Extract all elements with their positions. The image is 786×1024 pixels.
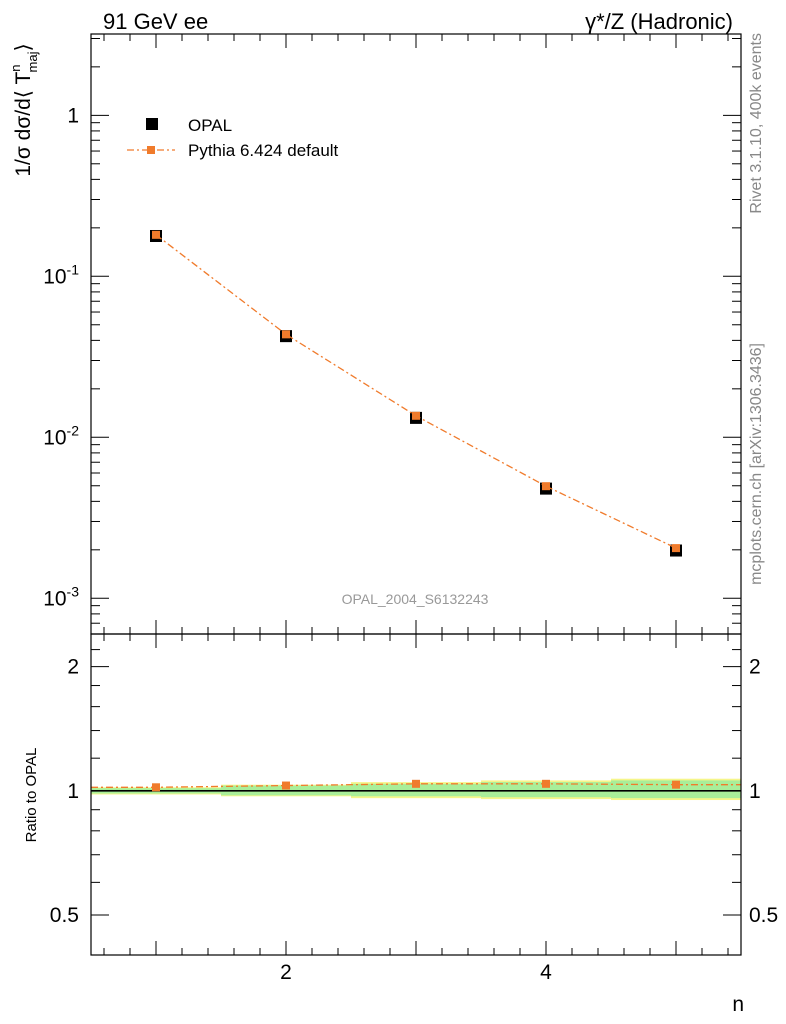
legend-marker-opal <box>146 118 158 130</box>
header-right: γ*/Z (Hadronic) <box>585 9 733 34</box>
ratio-y-tick-label-right: 1 <box>749 780 761 803</box>
ratio-y-tick-label-left: 1 <box>67 780 79 803</box>
ratio-y-tick-label-left: 2 <box>67 656 79 679</box>
pythia-data-point <box>542 482 550 491</box>
axes: 2 4 10-3 10-2 1 10-1 0.5 0.5 1 1 2 2 <box>43 33 778 984</box>
ratio-uncertainty-band <box>91 778 741 801</box>
source-label: mcplots.cern.ch [arXiv:1306.3436] <box>748 343 765 585</box>
ratio-y-tick-label-right: 2 <box>749 656 761 679</box>
pythia-data-point <box>152 230 160 239</box>
x-tick-label: 4 <box>540 961 552 984</box>
pythia-data-point <box>672 544 680 553</box>
main-y-tick-label: 10-2 <box>43 422 79 449</box>
legend-label-pythia: Pythia 6.424 default <box>188 141 339 160</box>
ratio-y-tick-label-right: 0.5 <box>749 904 778 927</box>
ratio-plot-series <box>91 779 741 792</box>
legend-label-opal: OPAL <box>188 116 232 135</box>
pythia-ratio-point <box>282 781 290 790</box>
main-y-label-base: 1/σ dσ/d⟨ T <box>12 72 35 177</box>
ratio-y-tick-label-left: 0.5 <box>50 904 79 927</box>
pythia-line <box>155 234 677 549</box>
pythia-data-point <box>282 330 290 339</box>
main-y-tick-label: 1 <box>67 104 79 127</box>
main-y-label-close: ⟩ <box>12 43 35 51</box>
pythia-ratio-point <box>542 779 550 788</box>
main-y-label-sup: n <box>8 64 23 71</box>
header-left: 91 GeV ee <box>103 9 208 34</box>
pythia-ratio-point <box>412 779 420 788</box>
main-plot-series <box>150 229 682 557</box>
pythia-ratio-point <box>152 783 160 792</box>
x-axis-label: n <box>732 993 744 1016</box>
legend: OPAL Pythia 6.424 default <box>127 116 339 160</box>
main-y-label: 1/σ dσ/d⟨ Tn maj⟩ <box>8 43 40 176</box>
pythia-ratio-point <box>672 780 680 789</box>
legend-marker-pythia <box>147 146 155 154</box>
main-y-label-sub: maj <box>25 51 40 72</box>
analysis-watermark: OPAL_2004_S6132243 <box>342 591 489 607</box>
ratio-y-label: Ratio to OPAL <box>23 748 40 843</box>
x-tick-label: 2 <box>280 961 292 984</box>
rivet-label: Rivet 3.1.10, 400k events <box>748 33 765 214</box>
main-y-tick-label: 10-3 <box>43 583 79 610</box>
main-y-tick-label: 10-1 <box>43 261 79 288</box>
ratio-band-inner <box>481 782 611 798</box>
pythia-data-point <box>412 411 420 420</box>
